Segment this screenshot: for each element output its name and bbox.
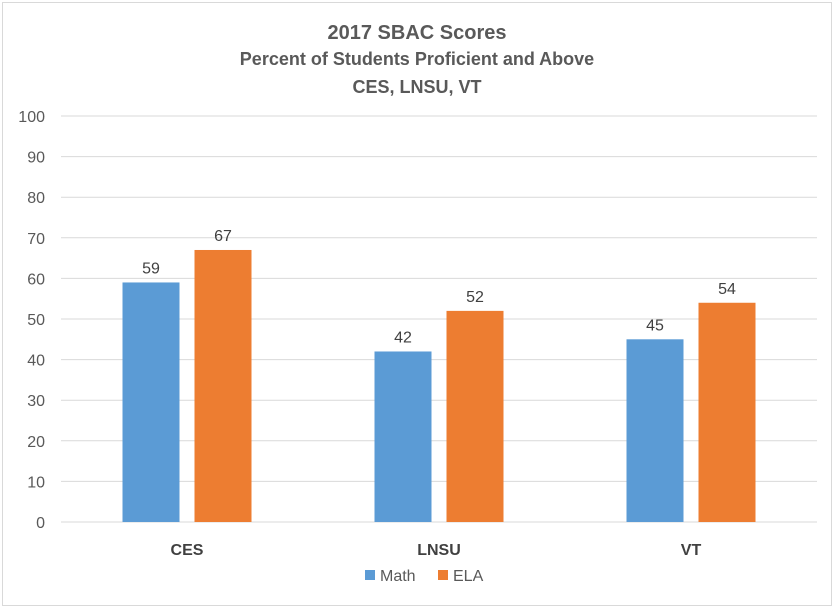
data-label: 52 [466,289,484,306]
bar-math-ces [122,282,180,522]
bars [122,249,756,523]
chart-subtitle-2: CES, LNSU, VT [352,77,481,97]
legend-swatch-ela [438,570,448,580]
y-tick-label: 90 [27,150,45,167]
legend-label-math: Math [380,568,416,585]
chart-subtitle: Percent of Students Proficient and Above [240,49,594,69]
bar-ela-vt [698,302,756,522]
x-category-label: LNSU [417,542,461,559]
y-tick-label: 0 [36,515,45,532]
x-category-label: VT [681,542,702,559]
y-tick-label: 30 [27,393,45,410]
y-tick-label: 20 [27,434,45,451]
data-label: 42 [394,329,412,346]
y-tick-label: 100 [18,109,45,126]
legend: Math ELA [365,568,484,585]
x-axis-categories: CES LNSU VT [171,542,702,559]
y-tick-label: 60 [27,271,45,288]
data-label: 59 [142,260,160,277]
bar-math-vt [626,339,684,522]
legend-swatch-math [365,570,375,580]
y-tick-label: 50 [27,312,45,329]
chart-title: 2017 SBAC Scores [328,22,507,44]
y-axis-ticks: 0 10 20 30 40 50 60 70 80 90 100 [18,109,45,532]
bar-math-lnsu [374,351,432,522]
x-category-label: CES [171,542,204,559]
bar-chart: 2017 SBAC Scores Percent of Students Pro… [18,22,817,585]
gridlines [61,115,817,523]
data-label: 45 [646,317,664,334]
y-tick-label: 10 [27,474,45,491]
bar-ela-ces [194,249,252,523]
y-tick-label: 70 [27,231,45,248]
y-tick-label: 80 [27,190,45,207]
data-label: 67 [214,228,232,245]
data-label: 54 [718,281,736,298]
data-labels: 59 67 42 52 45 54 [142,228,736,347]
legend-label-ela: ELA [453,568,484,585]
y-tick-label: 40 [27,353,45,370]
bar-ela-lnsu [446,310,504,522]
